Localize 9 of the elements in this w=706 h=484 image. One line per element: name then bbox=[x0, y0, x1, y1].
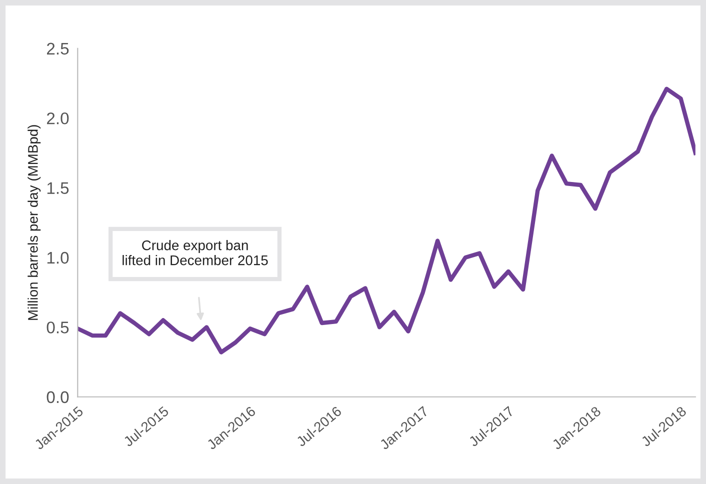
y-tick-label: 0.0 bbox=[46, 391, 69, 404]
annotation: Crude export ban lifted in December 2015 bbox=[122, 240, 268, 266]
y-tick-label: 2.0 bbox=[47, 112, 69, 124]
line-series bbox=[78, 86, 696, 354]
y-tick-label: 1.0 bbox=[47, 252, 69, 264]
y-tick-label: 0.5 bbox=[46, 322, 69, 334]
y-axis-title: Million barrels per day (MMBpd) bbox=[28, 125, 41, 320]
y-tick-label: 2.5 bbox=[47, 42, 69, 55]
y-tick-label: 1.5 bbox=[47, 182, 69, 194]
